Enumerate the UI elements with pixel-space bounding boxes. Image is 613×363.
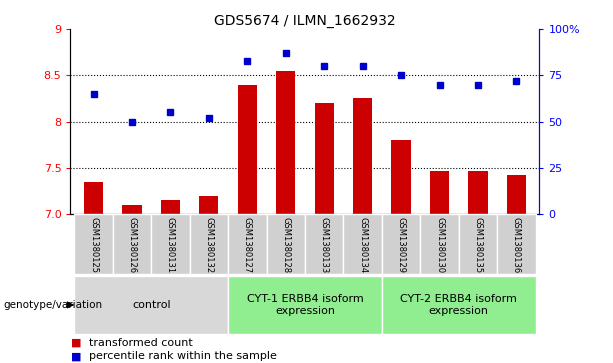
Bar	[113, 214, 151, 274]
Text: GSM1380129: GSM1380129	[397, 217, 406, 273]
Bar	[353, 98, 372, 214]
Text: CYT-1 ERBB4 isoform
expression: CYT-1 ERBB4 isoform expression	[246, 294, 364, 316]
Bar	[507, 175, 526, 214]
Text: GSM1380136: GSM1380136	[512, 217, 521, 273]
Bar	[343, 214, 382, 274]
Text: genotype/variation: genotype/variation	[3, 300, 102, 310]
Bar	[151, 214, 189, 274]
Text: GSM1380130: GSM1380130	[435, 217, 444, 273]
Bar	[430, 171, 449, 214]
Text: percentile rank within the sample: percentile rank within the sample	[89, 351, 276, 362]
Bar	[84, 182, 103, 214]
Bar	[189, 214, 228, 274]
Bar	[74, 276, 228, 334]
Bar	[468, 171, 487, 214]
Text: GSM1380132: GSM1380132	[204, 217, 213, 273]
Bar	[392, 140, 411, 214]
Bar	[228, 214, 267, 274]
Text: GSM1380135: GSM1380135	[473, 217, 482, 273]
Bar	[199, 196, 218, 214]
Bar	[276, 71, 295, 214]
Bar	[267, 214, 305, 274]
Bar	[161, 200, 180, 214]
Text: GSM1380128: GSM1380128	[281, 217, 290, 273]
Text: GSM1380133: GSM1380133	[320, 217, 329, 273]
Text: ■: ■	[70, 351, 81, 362]
Text: control: control	[132, 300, 170, 310]
Text: GSM1380125: GSM1380125	[89, 217, 98, 273]
Bar	[459, 214, 497, 274]
Text: transformed count: transformed count	[89, 338, 192, 348]
Text: GSM1380127: GSM1380127	[243, 217, 252, 273]
Bar	[305, 214, 343, 274]
Bar	[228, 276, 382, 334]
Bar	[123, 205, 142, 214]
Bar	[497, 214, 536, 274]
Bar	[314, 103, 334, 214]
Text: ■: ■	[70, 338, 81, 348]
Bar	[421, 214, 459, 274]
Bar	[74, 214, 113, 274]
Text: GSM1380126: GSM1380126	[128, 217, 137, 273]
Bar	[382, 214, 421, 274]
Text: CYT-2 ERBB4 isoform
expression: CYT-2 ERBB4 isoform expression	[400, 294, 517, 316]
Bar	[238, 85, 257, 214]
Bar	[382, 276, 536, 334]
Text: GSM1380131: GSM1380131	[166, 217, 175, 273]
Text: GSM1380134: GSM1380134	[358, 217, 367, 273]
Title: GDS5674 / ILMN_1662932: GDS5674 / ILMN_1662932	[214, 14, 396, 28]
